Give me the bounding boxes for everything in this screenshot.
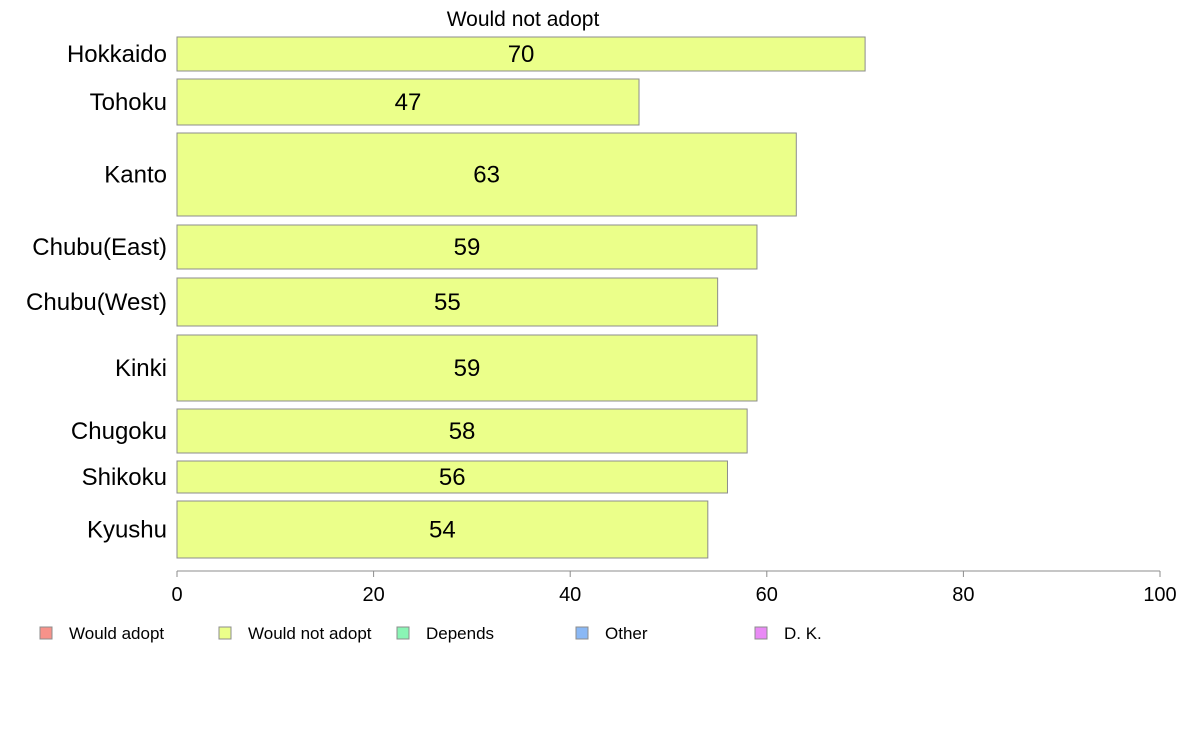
data-label: 70 [508, 41, 535, 68]
category-label: Kinki [115, 355, 167, 382]
category-label: Chubu(East) [32, 234, 167, 261]
legend-label: D. K. [784, 624, 822, 643]
data-label: 63 [473, 162, 500, 189]
legend-swatch [396, 626, 410, 640]
category-label: Kanto [104, 162, 167, 189]
category-label: Tohoku [90, 89, 167, 116]
data-label: 55 [434, 289, 461, 316]
x-tick-label: 60 [756, 584, 778, 606]
x-tick-label: 40 [559, 584, 581, 606]
category-label: Chugoku [71, 418, 167, 445]
bar-kinki [176, 334, 758, 402]
data-label: 47 [395, 89, 422, 116]
data-label: 56 [439, 464, 466, 491]
bar-chubu-east [176, 224, 758, 270]
legend-swatch [39, 626, 53, 640]
bar-hokkaido [176, 36, 866, 72]
bar-kyushu [176, 500, 709, 559]
x-tick-label: 100 [1143, 584, 1176, 606]
data-label: 58 [449, 418, 476, 445]
category-label: Kyushu [87, 517, 167, 544]
legend-swatch [754, 626, 768, 640]
data-label: 54 [429, 517, 456, 544]
bars-group: Hokkaido 70 Tohoku 47 Kanto 63 Chubu(East) 59 Ch… [26, 36, 866, 559]
category-label: Hokkaido [67, 41, 167, 68]
bar-shikoku [176, 460, 728, 494]
x-tick-label: 0 [171, 584, 182, 606]
x-tick-label: 20 [362, 584, 384, 606]
bar-kanto [176, 132, 797, 217]
legend-label: Would not adopt [248, 624, 372, 643]
data-label: 59 [454, 355, 481, 382]
legend-label: Would adopt [69, 624, 164, 643]
category-label: Shikoku [82, 464, 167, 491]
legend-label: Other [605, 624, 648, 643]
bar-tohoku [176, 78, 640, 126]
chart-title: Would not adopt [447, 8, 600, 31]
legend: Would adopt Would not adopt Depends Other D.… [39, 624, 822, 643]
x-tick-label: 80 [952, 584, 974, 606]
bar-chubu-west [176, 277, 719, 327]
legend-label: Depends [426, 624, 494, 643]
bar-chugoku [176, 408, 748, 454]
x-axis: 0 20 40 60 80 100 [171, 570, 1177, 606]
category-label: Chubu(West) [26, 289, 167, 316]
data-label: 59 [454, 234, 481, 261]
legend-swatch [575, 626, 589, 640]
legend-swatch [218, 626, 232, 640]
